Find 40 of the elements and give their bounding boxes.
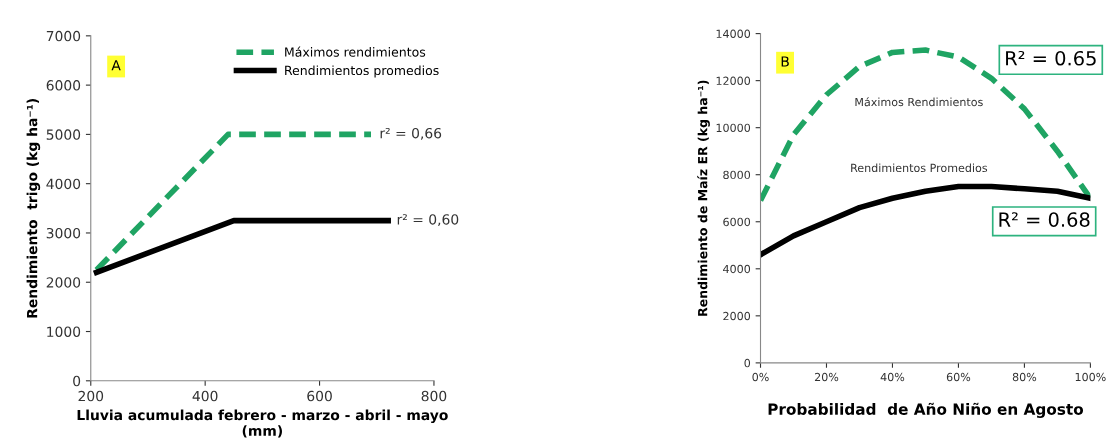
y-tick-label: 2000 xyxy=(723,311,751,321)
x-axis-title: Lluvia acumulada febrero - marzo - abril - mayo (mm) xyxy=(77,409,448,438)
x-tick-label: 20% xyxy=(814,372,839,382)
x-tick-label: 60% xyxy=(946,372,971,382)
y-tick-label: 10000 xyxy=(716,123,751,133)
y-tick-label: 0 xyxy=(744,358,751,368)
y-tick-label: 7000 xyxy=(46,30,81,42)
x-tick-label: 400 xyxy=(192,390,218,402)
x-tick-label: 800 xyxy=(421,390,447,402)
annotation: R² = 0.68 xyxy=(999,212,1090,227)
y-tick-label: 14000 xyxy=(716,29,751,38)
x-axis-title: Probabilidad de Año Niño en Agosto xyxy=(768,402,1084,418)
y-axis-title: Rendimiento trigo (kg ha⁻¹) xyxy=(26,98,41,318)
annotation: r² = 0,66 xyxy=(380,127,442,140)
series-label: Máximos Rendimientos xyxy=(855,97,983,107)
y-tick-label: 5000 xyxy=(46,129,81,140)
y-tick-label: 3000 xyxy=(46,227,81,239)
x-tick-label: 200 xyxy=(78,390,104,402)
annotation: A xyxy=(111,60,121,71)
x-tick-label: 40% xyxy=(880,372,905,382)
y-tick-label: 8000 xyxy=(723,170,751,180)
series-label: Rendimientos Promedios xyxy=(851,163,988,173)
y-tick-label: 6000 xyxy=(46,80,81,91)
y-tick-label: 2000 xyxy=(46,277,81,288)
annotation: B xyxy=(781,56,789,67)
y-tick-label: 12000 xyxy=(716,76,751,86)
y-tick-label: 1000 xyxy=(47,326,81,337)
y-tick-label: 0 xyxy=(73,375,81,387)
annotation: r² = 0,60 xyxy=(397,214,459,227)
y-tick-label: 4000 xyxy=(723,264,751,274)
legend-label: Rendimientos promedios xyxy=(285,65,439,78)
y-axis-title: Rendimiento de Maíz ER (kg ha⁻¹) xyxy=(697,80,710,316)
x-tick-label: 80% xyxy=(1012,372,1037,382)
x-tick-label: 600 xyxy=(307,390,332,402)
y-tick-label: 4000 xyxy=(46,178,81,190)
x-tick-label: 100% xyxy=(1075,372,1106,382)
annotation: R² = 0.65 xyxy=(1006,50,1096,66)
x-tick-label: 0% xyxy=(752,372,769,382)
y-tick-label: 6000 xyxy=(723,217,751,227)
legend-label: Máximos rendimientos xyxy=(285,46,426,57)
